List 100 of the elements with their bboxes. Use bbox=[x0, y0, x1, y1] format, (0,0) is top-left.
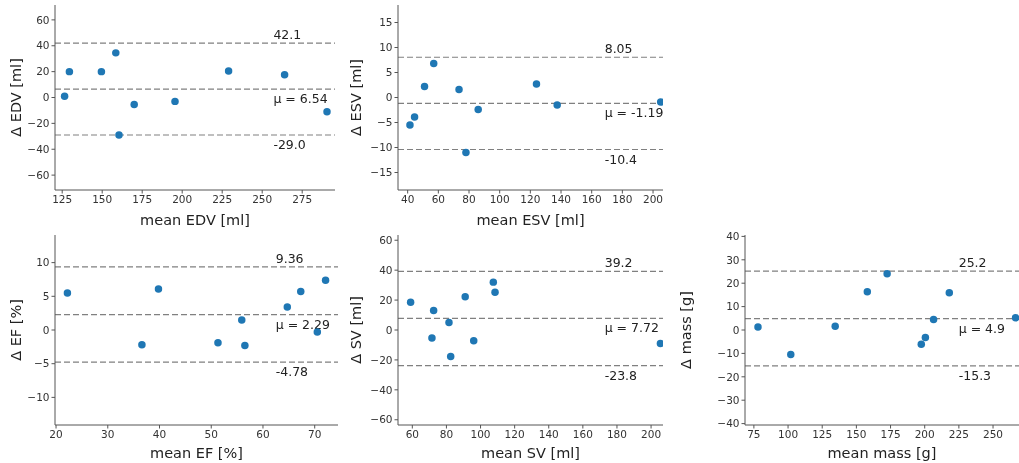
y-tick-label: 30 bbox=[726, 253, 740, 266]
x-axis-title: mean mass [g] bbox=[827, 445, 937, 461]
point bbox=[138, 341, 146, 349]
ref-line-label: -23.8 bbox=[604, 367, 638, 383]
x-tick-label: 125 bbox=[52, 192, 73, 205]
x-axis-title: mean EDV [ml] bbox=[140, 212, 250, 228]
point bbox=[863, 288, 872, 296]
point bbox=[455, 85, 463, 94]
x-tick-label: 225 bbox=[212, 192, 233, 205]
point bbox=[489, 278, 498, 286]
ref-line-label: -10.4 bbox=[604, 151, 638, 167]
x-tick-label: 180 bbox=[612, 192, 633, 205]
point bbox=[428, 334, 436, 342]
point bbox=[656, 339, 663, 348]
point bbox=[410, 113, 419, 121]
ref-line-label: μ = 2.29 bbox=[275, 316, 330, 332]
x-tick-label: 250 bbox=[983, 427, 1004, 440]
point bbox=[1011, 314, 1019, 322]
x-tick-label: 150 bbox=[846, 427, 867, 440]
x-tick-label: 140 bbox=[550, 192, 572, 205]
point bbox=[63, 289, 72, 297]
point bbox=[445, 318, 453, 327]
point bbox=[321, 276, 330, 284]
point bbox=[929, 315, 938, 324]
point bbox=[112, 49, 120, 57]
point bbox=[214, 339, 222, 347]
y-tick-label: 40 bbox=[379, 263, 393, 276]
y-tick-label: 20 bbox=[379, 293, 393, 306]
y-tick-label: 15 bbox=[379, 16, 393, 29]
y-tick-label: −15 bbox=[370, 166, 393, 179]
x-tick-label: 225 bbox=[948, 427, 969, 440]
ref-line-label: 39.2 bbox=[604, 255, 633, 271]
x-tick-label: 100 bbox=[778, 427, 799, 440]
point bbox=[656, 98, 663, 106]
ref-line-label: 8.05 bbox=[604, 41, 633, 57]
y-tick-label: 0 bbox=[385, 91, 393, 104]
point bbox=[65, 67, 74, 76]
ref-line-label: μ = -1.19 bbox=[604, 105, 664, 121]
ref-line-label: 25.2 bbox=[958, 255, 987, 271]
point bbox=[462, 148, 470, 157]
point bbox=[171, 97, 179, 106]
x-tick-label: 30 bbox=[101, 427, 115, 440]
point bbox=[429, 59, 438, 68]
x-tick-label: 180 bbox=[606, 427, 627, 440]
point bbox=[921, 333, 930, 342]
y-tick-label: −40 bbox=[717, 417, 740, 430]
x-tick-label: 40 bbox=[152, 427, 167, 440]
ref-line-label: 42.1 bbox=[273, 27, 302, 43]
ref-line-label: -4.78 bbox=[275, 364, 309, 380]
y-tick-label: 60 bbox=[36, 13, 50, 26]
y-axis-title: Δ EDV [ml] bbox=[8, 58, 25, 137]
y-tick-label: −40 bbox=[370, 383, 393, 396]
x-tick-label: 100 bbox=[470, 427, 491, 440]
x-tick-label: 60 bbox=[431, 192, 446, 205]
point bbox=[280, 71, 289, 79]
point bbox=[241, 341, 249, 350]
x-tick-label: 200 bbox=[172, 192, 193, 205]
x-tick-label: 200 bbox=[641, 427, 662, 440]
y-tick-label: 5 bbox=[385, 66, 393, 79]
y-tick-label: 0 bbox=[732, 323, 740, 336]
y-tick-label: −60 bbox=[27, 168, 50, 181]
y-tick-label: 10 bbox=[726, 300, 740, 313]
x-tick-label: 250 bbox=[252, 192, 273, 205]
y-tick-label: −20 bbox=[27, 117, 50, 130]
y-tick-label: −40 bbox=[27, 142, 50, 155]
point bbox=[420, 82, 429, 91]
point bbox=[283, 303, 292, 311]
ref-line-label: -29.0 bbox=[273, 137, 306, 153]
y-axis-title: Δ SV [ml] bbox=[348, 296, 365, 364]
ref-line-label: μ = 6.54 bbox=[273, 91, 328, 107]
y-tick-label: 20 bbox=[726, 276, 740, 289]
x-axis-title: mean SV [ml] bbox=[481, 445, 580, 461]
point bbox=[97, 67, 106, 76]
y-tick-label: 40 bbox=[726, 230, 740, 243]
x-tick-label: 200 bbox=[643, 192, 664, 205]
point bbox=[323, 108, 331, 116]
ref-line-label: -15.3 bbox=[958, 367, 992, 383]
x-tick-label: 175 bbox=[132, 192, 153, 205]
point bbox=[532, 80, 541, 88]
ref-line-label: 9.36 bbox=[275, 250, 304, 266]
point bbox=[831, 322, 839, 330]
x-tick-label: 175 bbox=[880, 427, 901, 440]
x-axis-title: mean EF [%] bbox=[150, 445, 243, 461]
y-tick-label: −30 bbox=[717, 393, 740, 406]
point bbox=[406, 121, 414, 129]
y-tick-label: 10 bbox=[379, 41, 393, 54]
point bbox=[461, 293, 469, 301]
y-tick-label: 40 bbox=[36, 39, 50, 52]
point bbox=[787, 350, 795, 359]
x-tick-label: 75 bbox=[747, 427, 761, 440]
x-tick-label: 200 bbox=[914, 427, 935, 440]
x-tick-label: 60 bbox=[256, 427, 270, 440]
x-tick-label: 60 bbox=[405, 427, 420, 440]
x-tick-label: 275 bbox=[292, 192, 313, 205]
point bbox=[297, 287, 305, 296]
y-axis-title: Δ ESV [ml] bbox=[348, 59, 365, 136]
point bbox=[115, 131, 123, 139]
x-tick-label: 150 bbox=[92, 192, 113, 205]
x-tick-label: 80 bbox=[462, 192, 476, 205]
point bbox=[429, 306, 438, 315]
